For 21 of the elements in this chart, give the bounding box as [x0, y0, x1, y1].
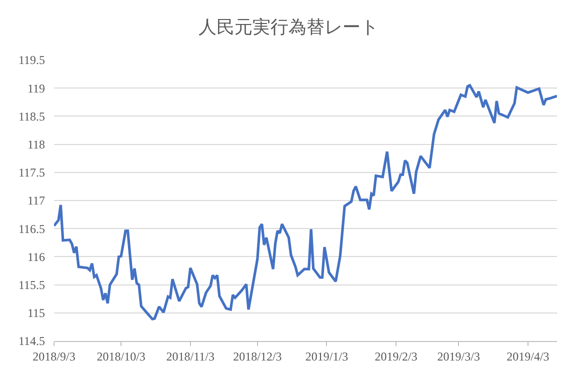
y-tick-label: 119: [27, 81, 45, 96]
x-tick-label: 2018/10/3: [96, 349, 146, 364]
chart-title: 人民元実行為替レート: [198, 16, 378, 37]
x-tick-label: 2018/11/3: [166, 349, 214, 364]
y-tick-label: 115.5: [18, 278, 45, 292]
y-tick-label: 117.5: [18, 166, 45, 180]
y-tick-label: 115: [27, 306, 45, 320]
x-tick-label: 2018/9/3: [32, 349, 76, 364]
y-tick-label: 118: [27, 138, 45, 152]
line-series: [54, 84, 557, 320]
x-tick-label: 2019/4/3: [506, 349, 550, 364]
y-tick-label: 116.5: [18, 222, 45, 236]
y-tick-label: 117: [27, 194, 45, 208]
y-tick-label: 118.5: [18, 109, 45, 124]
x-tick-label: 2019/2/3: [374, 349, 418, 364]
x-tick-label: 2018/12/3: [233, 349, 282, 364]
y-tick-label: 114.5: [18, 334, 45, 348]
y-tick-label: 116: [27, 250, 45, 264]
x-tick-label: 2019/3/3: [437, 349, 480, 364]
x-tick-label: 2019/1/3: [305, 349, 348, 364]
y-tick-label: 119.5: [18, 53, 45, 68]
